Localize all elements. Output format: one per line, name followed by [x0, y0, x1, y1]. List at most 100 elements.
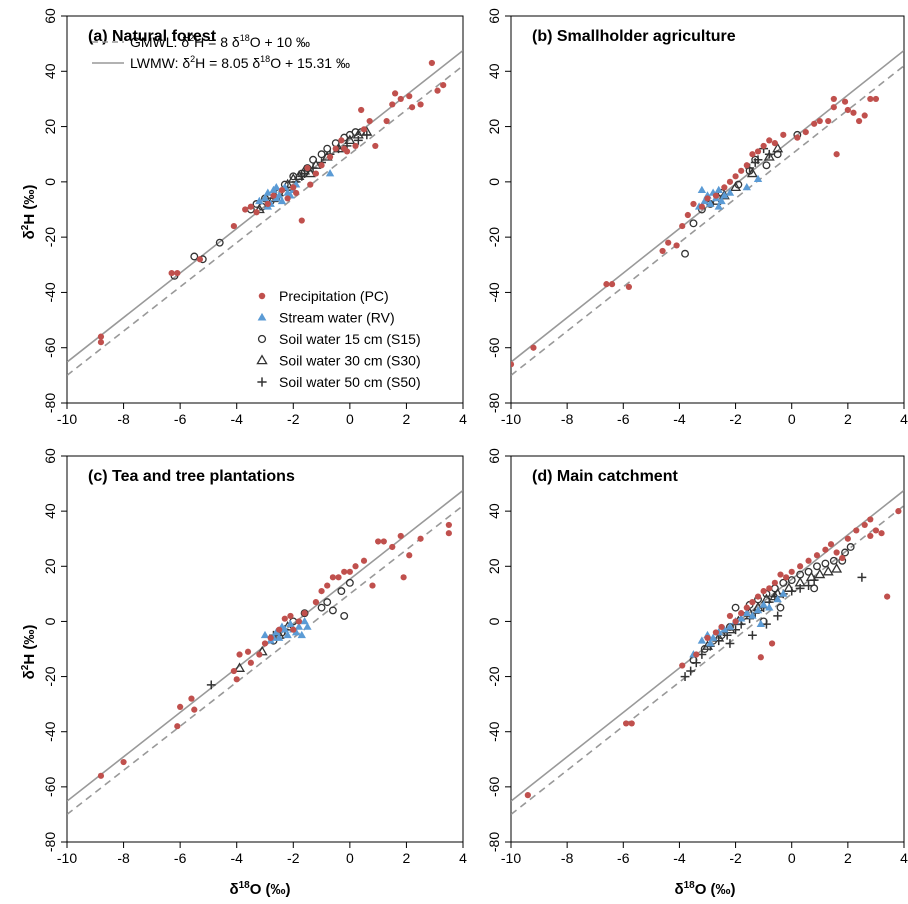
s15-point — [810, 584, 819, 593]
s30-point — [814, 568, 826, 579]
y-tick-label: -20 — [486, 666, 502, 686]
pc-point — [659, 247, 666, 255]
x-tick-label: -8 — [561, 411, 574, 427]
pc-point — [850, 109, 857, 116]
panel-title: (a) Natural forest — [88, 28, 217, 45]
rv-point — [748, 611, 757, 619]
pc-point — [628, 720, 635, 727]
rv-point — [255, 196, 264, 205]
pc-point — [97, 772, 105, 779]
s15-point — [317, 603, 326, 612]
y-tick-label: -80 — [42, 393, 58, 413]
y-tick-label: 40 — [486, 503, 502, 519]
s50-point — [773, 611, 783, 621]
x-tick-label: -8 — [117, 411, 130, 427]
s50-point — [857, 572, 867, 582]
pc-point — [242, 206, 249, 213]
s15-point — [345, 578, 354, 587]
x-tick-label: -4 — [230, 411, 243, 427]
s50-point — [257, 377, 267, 387]
pc-point — [777, 571, 784, 578]
series-legend: Precipitation (PC) Stream water (RV) Soil … — [256, 288, 421, 390]
pc-point — [530, 344, 537, 351]
gmwl-legend-label: GMWL: δ2H = 8 δ18O + 10 ‰ — [130, 33, 310, 50]
y-tick-label: -60 — [486, 777, 502, 797]
plot-frame — [66, 455, 464, 843]
pc-point — [738, 610, 745, 617]
legend-label-s30: Soil water 30 cm (S30) — [279, 353, 421, 369]
rv-point — [291, 628, 301, 636]
s15-point — [841, 548, 849, 557]
pc-point — [352, 142, 359, 150]
pc-point — [833, 549, 840, 556]
pc-point — [230, 222, 237, 230]
pc-point — [408, 104, 416, 111]
x-tick-label: 2 — [403, 411, 411, 427]
y-tick-label: 20 — [42, 558, 58, 574]
pc-point — [281, 615, 288, 622]
pc-point — [841, 98, 849, 105]
pc-point — [771, 140, 778, 147]
pc-point — [726, 612, 734, 620]
rv-point — [779, 589, 788, 597]
pc-point — [788, 568, 795, 575]
pc-point — [372, 142, 379, 150]
x-tick-label: 2 — [844, 850, 852, 866]
pc-point — [844, 106, 851, 114]
pc-point — [698, 203, 705, 210]
pc-point — [287, 612, 294, 620]
y-axis-label-main: δ — [21, 230, 38, 239]
pc-point — [191, 706, 198, 713]
y-tick-label: -80 — [486, 832, 502, 852]
s50-point — [787, 586, 797, 596]
pc-point — [749, 599, 756, 606]
s15-point — [689, 219, 698, 228]
y-axis-label-tail: H (‰) — [21, 625, 38, 665]
pc-point — [690, 200, 697, 208]
x-tick-label: -6 — [617, 850, 630, 866]
pc-point — [839, 554, 846, 562]
x-tick-label: 4 — [900, 411, 908, 427]
s15-point — [731, 603, 740, 612]
pc-point — [329, 574, 336, 581]
pc-point — [406, 552, 413, 559]
pc-point — [760, 142, 767, 150]
pc-point — [397, 95, 404, 103]
pc-point — [827, 541, 835, 548]
pc-point — [174, 269, 181, 277]
pc-point — [375, 538, 382, 545]
pc-point — [270, 192, 277, 199]
rv-point — [274, 191, 284, 199]
lwmw-legend-label: LWMW: δ2H = 8.05 δ18O + 15.31 ‰ — [130, 54, 350, 71]
x-axis-label-sup: 18 — [684, 880, 696, 891]
y-tick-label: -40 — [486, 282, 502, 302]
gmwl-line — [67, 65, 463, 376]
pc-point — [754, 593, 762, 600]
pc-point — [693, 651, 700, 658]
pc-point — [749, 151, 756, 158]
pc-point — [825, 117, 832, 125]
x-tick-label: 0 — [788, 411, 796, 427]
x-tick-label: -2 — [729, 850, 742, 866]
pc-point — [397, 532, 404, 540]
pc-point — [389, 101, 396, 108]
s15-point — [776, 603, 785, 612]
y-tick-label: 60 — [486, 8, 502, 24]
pc-point — [884, 593, 891, 600]
pc-point — [853, 527, 860, 534]
s30-point — [730, 181, 742, 192]
pc-point — [338, 137, 345, 144]
s15-point — [309, 155, 318, 164]
plot-frame — [510, 15, 905, 404]
pc-point — [120, 758, 127, 766]
y-tick-label: 0 — [486, 617, 502, 625]
pc-point — [341, 568, 348, 575]
pc-point — [665, 239, 672, 246]
x-axis-label-main: δ — [229, 881, 238, 898]
s50-point — [680, 672, 690, 681]
rv-point — [260, 194, 270, 202]
s50-point — [362, 130, 372, 140]
pc-point — [264, 200, 271, 208]
